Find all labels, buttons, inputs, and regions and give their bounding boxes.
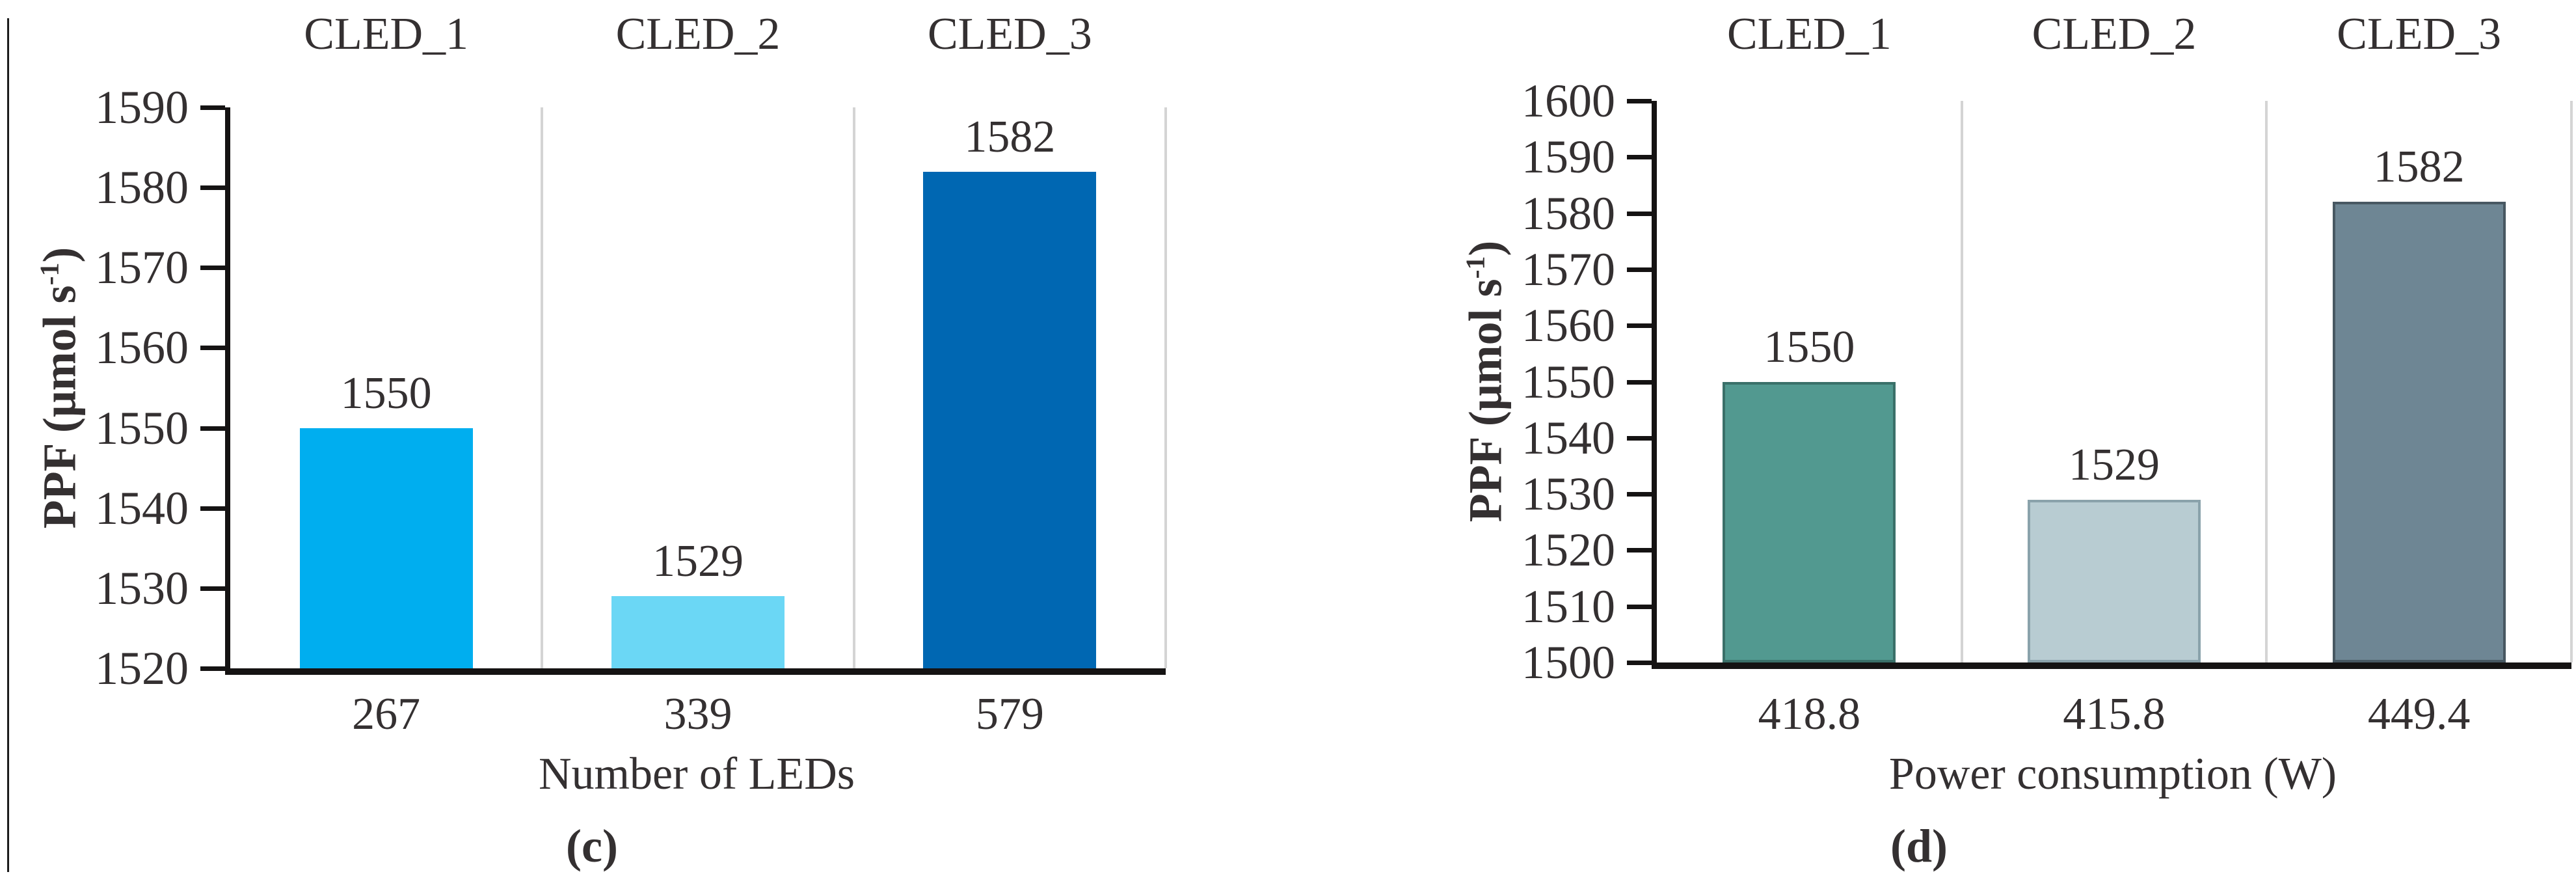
x-category-label: 449.4 bbox=[2367, 689, 2471, 739]
bar-value-label: 1582 bbox=[2373, 142, 2465, 193]
y-tick-label: 1590 bbox=[95, 81, 189, 133]
chart-c-plot-area: 1590 1580 1570 1560 1550 1540 1530 1520 1550 1529… bbox=[95, 84, 1167, 692]
bar-value-label: 1529 bbox=[2069, 439, 2160, 490]
group-label-cled_1: CLED_1 bbox=[304, 9, 469, 59]
y-tick-label: 1540 bbox=[1522, 411, 1615, 464]
x-axis-title-d: Power consumption (W) bbox=[1888, 749, 2337, 799]
y-tick-mark bbox=[200, 586, 225, 591]
x-axis-title-c: Number of LEDs bbox=[538, 749, 855, 799]
y-tick-mark bbox=[200, 185, 225, 191]
y-tick-mark bbox=[1627, 99, 1652, 103]
group-label-cled_3: CLED_3 bbox=[2337, 9, 2502, 59]
y-tick-label: 1510 bbox=[1522, 580, 1615, 633]
y-tick-mark bbox=[200, 346, 225, 351]
y-tick-label: 1570 bbox=[95, 241, 189, 294]
y-tick-mark bbox=[1627, 435, 1652, 441]
left-edge-rule bbox=[7, 18, 9, 872]
bar-cled_2 bbox=[611, 596, 785, 668]
y-tick-label: 1540 bbox=[95, 482, 189, 534]
category-gridline bbox=[2570, 101, 2573, 662]
bar-value-label: 1550 bbox=[1764, 321, 1855, 372]
y-tick-label: 1520 bbox=[1522, 524, 1615, 577]
y-tick-mark bbox=[1627, 492, 1652, 497]
y-tick-mark bbox=[1627, 548, 1652, 553]
y-tick-mark bbox=[1627, 323, 1652, 329]
y-tick-mark bbox=[1627, 211, 1652, 216]
bar-value-label: 1550 bbox=[340, 368, 432, 418]
y-tick-mark bbox=[200, 666, 225, 671]
y-tick-mark bbox=[200, 266, 225, 271]
y-tick-mark bbox=[1627, 267, 1652, 272]
group-label-cled_1: CLED_1 bbox=[1726, 9, 1892, 59]
y-tick-label: 1560 bbox=[1522, 299, 1615, 352]
y-tick-label: 1520 bbox=[95, 642, 189, 694]
y-tick-label: 1500 bbox=[1522, 636, 1615, 689]
y-tick-mark bbox=[1627, 155, 1652, 160]
group-label-cled_2: CLED_2 bbox=[615, 9, 781, 59]
bar-value-label: 1582 bbox=[964, 111, 1056, 162]
y-tick-label: 1600 bbox=[1522, 75, 1615, 127]
chart-d-plot-area: 1600 1590 1580 1570 1560 1550 1540 1530 1520 1510… bbox=[1522, 77, 2573, 686]
y-tick-mark bbox=[1627, 604, 1652, 609]
x-category-label: 418.8 bbox=[1758, 689, 1861, 739]
panel-caption-d: (d) bbox=[1890, 820, 1948, 872]
x-category-label: 339 bbox=[664, 689, 732, 739]
y-tick-mark bbox=[1627, 379, 1652, 385]
y-tick-label: 1560 bbox=[95, 321, 189, 374]
bar-cled_2 bbox=[2028, 499, 2201, 662]
y-tick-label: 1550 bbox=[1522, 355, 1615, 408]
bar-cled_1 bbox=[299, 428, 473, 668]
bar-cled_1 bbox=[1723, 381, 1896, 662]
category-gridline bbox=[2265, 101, 2268, 662]
bar-value-label: 1529 bbox=[652, 536, 744, 587]
x-category-label: 579 bbox=[975, 689, 1044, 739]
category-gridline bbox=[541, 107, 544, 668]
y-tick-mark bbox=[200, 426, 225, 431]
x-category-label: 267 bbox=[352, 689, 421, 739]
y-tick-label: 1550 bbox=[95, 402, 189, 454]
y-tick-mark bbox=[200, 105, 225, 110]
category-gridline bbox=[1960, 101, 1963, 662]
y-tick-label: 1580 bbox=[95, 161, 189, 214]
bar-cled_3 bbox=[923, 171, 1097, 668]
y-tick-label: 1530 bbox=[95, 562, 189, 614]
y-tick-label: 1570 bbox=[1522, 243, 1615, 295]
y-tick-mark bbox=[1627, 661, 1652, 665]
y-tick-label: 1590 bbox=[1522, 131, 1615, 184]
bar-cled_3 bbox=[2332, 202, 2506, 662]
group-label-cled_2: CLED_2 bbox=[2032, 9, 2197, 59]
panel-caption-c: (c) bbox=[566, 820, 618, 872]
group-label-cled_3: CLED_3 bbox=[927, 9, 1092, 59]
x-category-label: 415.8 bbox=[2063, 689, 2166, 739]
category-gridline bbox=[1164, 107, 1167, 668]
y-tick-label: 1580 bbox=[1522, 187, 1615, 239]
y-tick-label: 1530 bbox=[1522, 468, 1615, 521]
category-gridline bbox=[852, 107, 855, 668]
y-tick-mark bbox=[200, 506, 225, 511]
